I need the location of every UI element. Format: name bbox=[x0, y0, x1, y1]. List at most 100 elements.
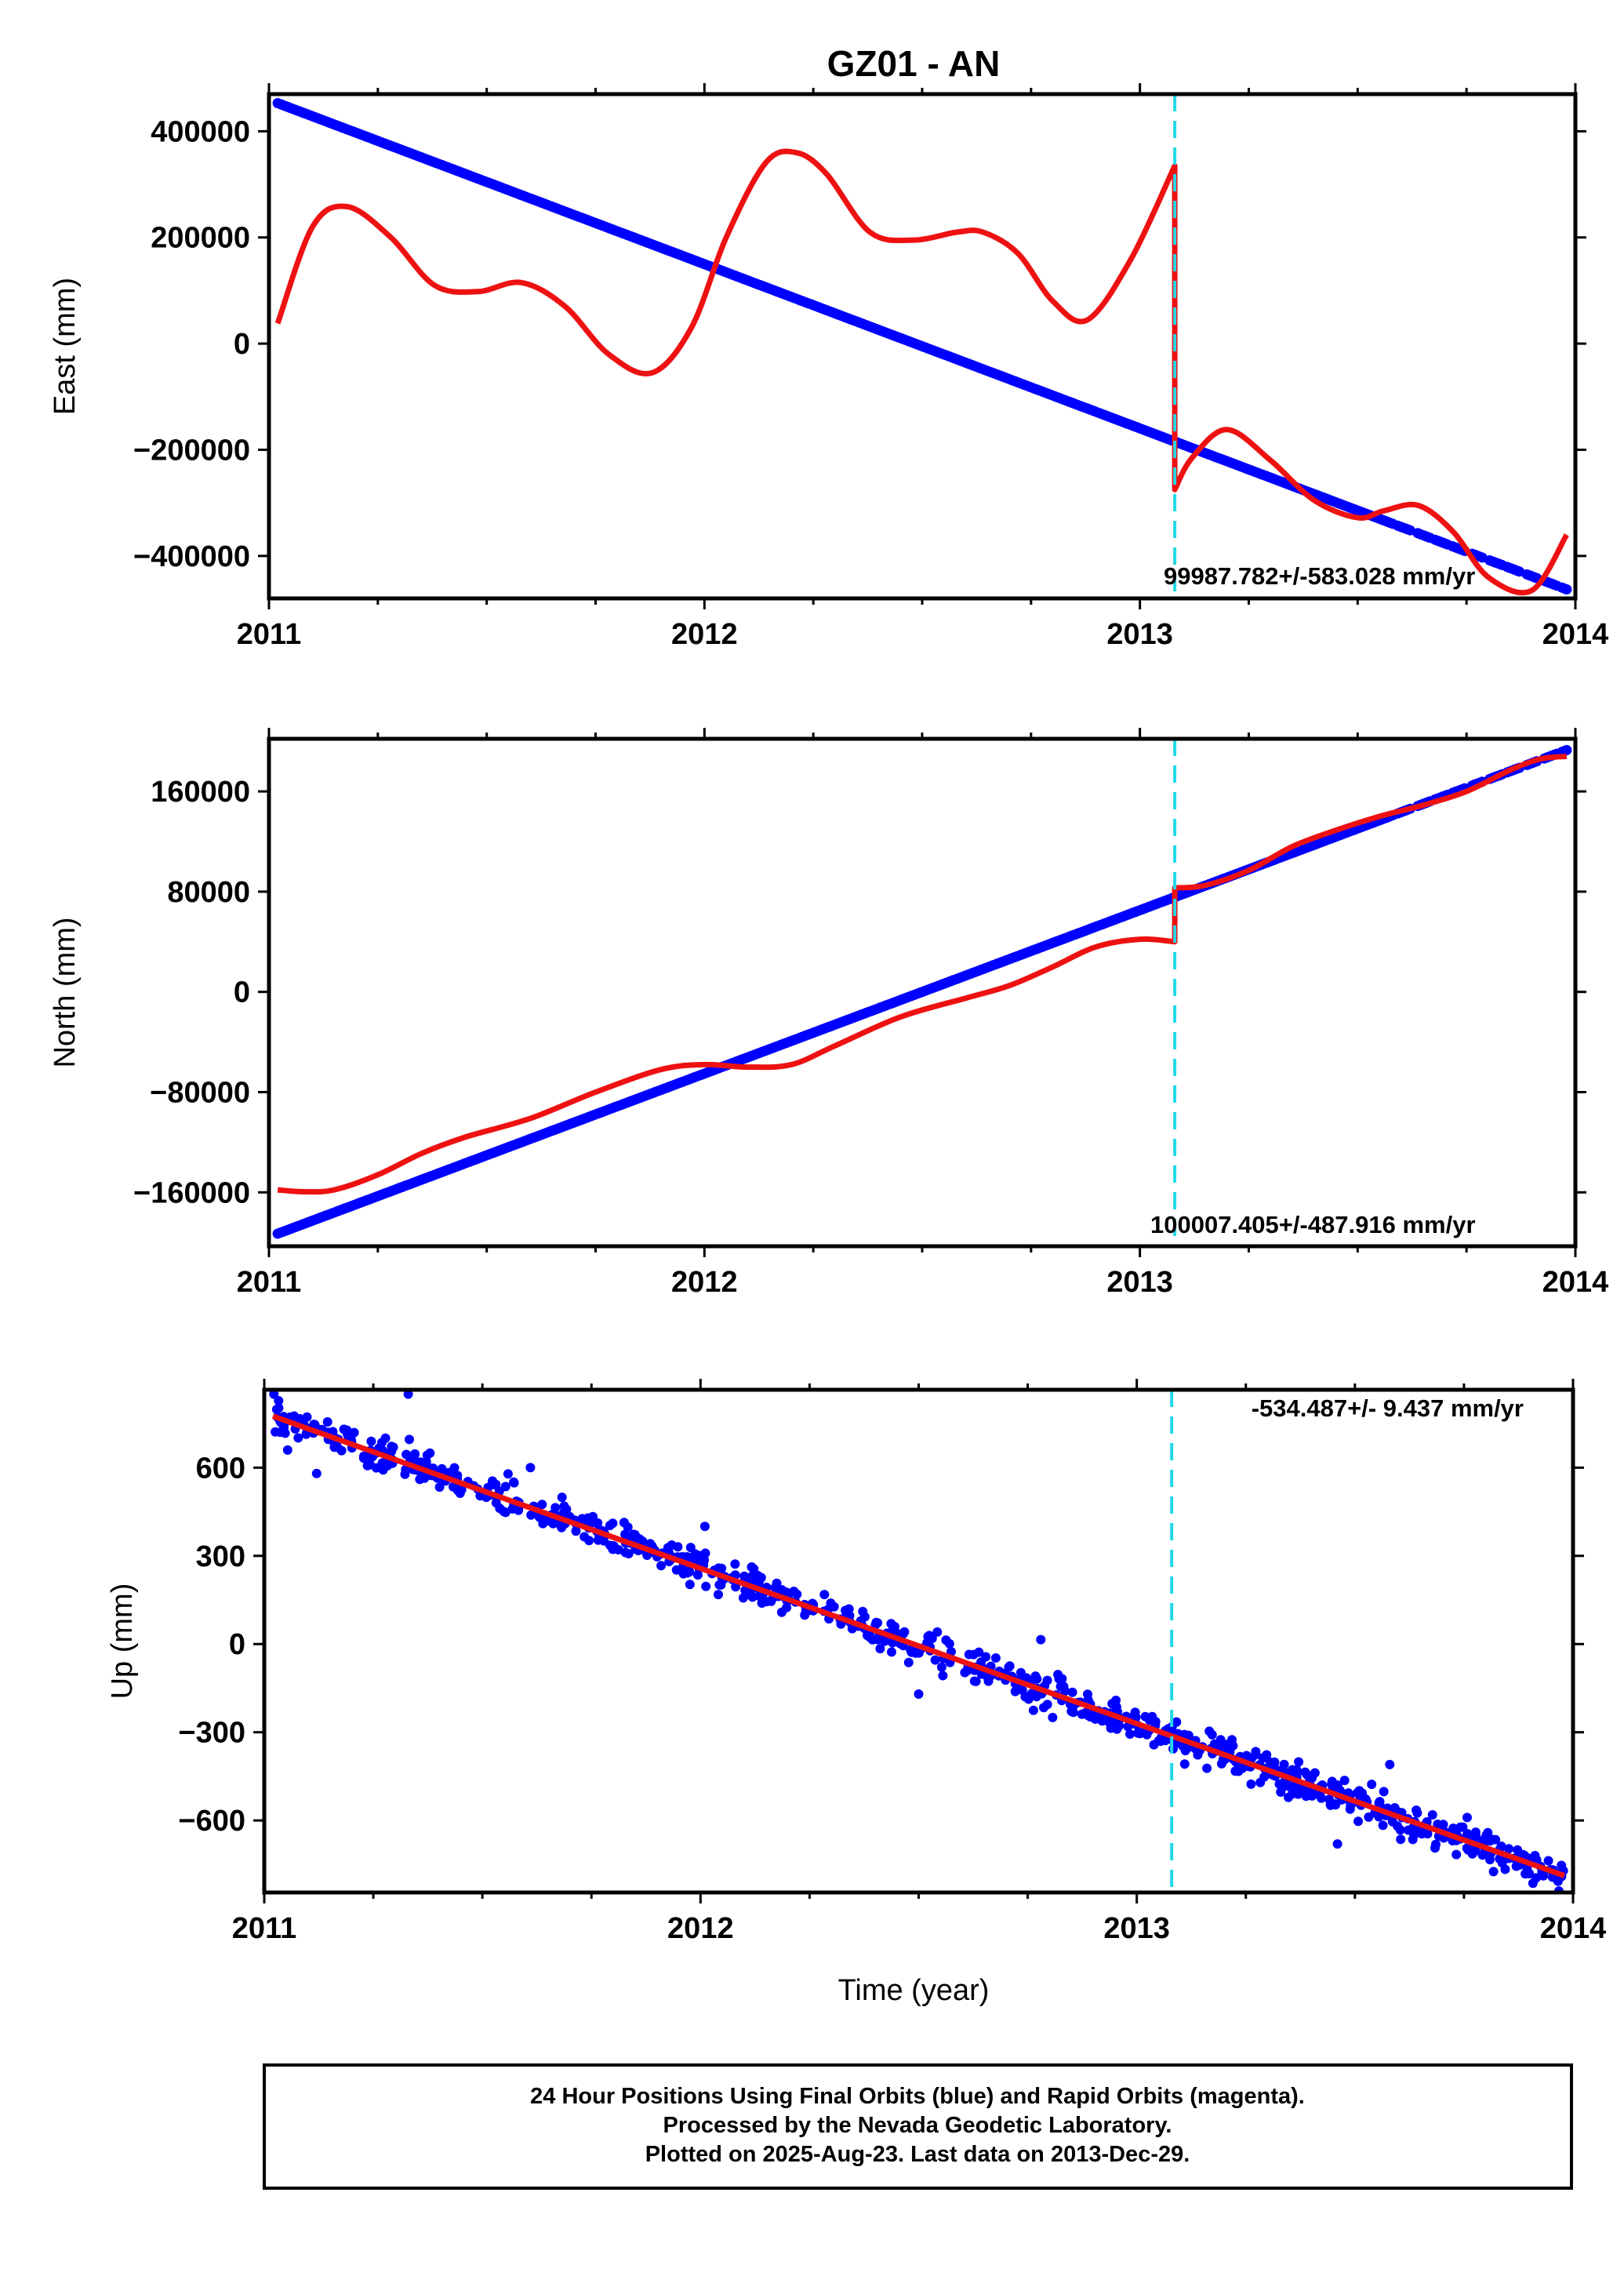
position-point bbox=[730, 1559, 740, 1569]
position-point bbox=[623, 1522, 633, 1532]
position-point bbox=[1390, 1803, 1400, 1812]
outlier-point bbox=[1385, 1759, 1395, 1769]
position-point bbox=[557, 1492, 567, 1503]
position-point bbox=[1561, 584, 1572, 594]
position-point bbox=[1520, 1869, 1531, 1879]
position-point bbox=[1346, 1801, 1356, 1811]
plot-area bbox=[272, 744, 1572, 1239]
y-tick-label: −600 bbox=[178, 1805, 245, 1838]
position-point bbox=[758, 1594, 768, 1603]
y-tick-label: 0 bbox=[234, 328, 250, 361]
position-point bbox=[747, 1592, 758, 1602]
position-point bbox=[339, 1424, 349, 1434]
position-point bbox=[593, 1518, 603, 1528]
position-point bbox=[936, 1662, 946, 1672]
up-panel: 2011 2012 2013 2014 600 300 0 −300 −600 Up (mm) -5… bbox=[106, 1379, 1606, 1945]
position-point bbox=[887, 1647, 896, 1657]
position-point bbox=[452, 1483, 463, 1493]
outlier-point bbox=[699, 1522, 710, 1532]
position-point bbox=[1471, 1832, 1481, 1842]
position-point bbox=[302, 1412, 312, 1422]
y-tick-label: 0 bbox=[229, 1628, 245, 1661]
x-tick-label: 2014 bbox=[1540, 1912, 1607, 1945]
position-point bbox=[425, 1448, 435, 1458]
position-point bbox=[1246, 1779, 1256, 1789]
y-axis-label: North (mm) bbox=[49, 917, 82, 1067]
position-point bbox=[620, 1529, 630, 1540]
position-point bbox=[269, 1390, 279, 1399]
position-point bbox=[792, 1589, 802, 1599]
position-point bbox=[716, 1580, 726, 1590]
position-point bbox=[1048, 1712, 1058, 1722]
position-point bbox=[415, 1474, 425, 1485]
position-point bbox=[1028, 1705, 1038, 1715]
position-point bbox=[1448, 1823, 1459, 1834]
position-point bbox=[1327, 1776, 1337, 1787]
figure-title: GZ01 - AN bbox=[827, 43, 1001, 84]
position-point bbox=[782, 1602, 792, 1612]
outlier-point bbox=[1036, 1634, 1046, 1645]
footer-line-2: Processed by the Nevada Geodetic Laborat… bbox=[663, 2113, 1172, 2138]
y-tick-label: 400000 bbox=[151, 115, 250, 148]
position-point bbox=[1451, 1849, 1462, 1860]
y-tick-label: 80000 bbox=[167, 876, 250, 909]
position-point bbox=[932, 1627, 943, 1637]
position-point bbox=[1026, 1689, 1037, 1700]
position-point bbox=[1108, 1721, 1118, 1730]
y-tick-label: −400000 bbox=[133, 540, 250, 573]
position-point bbox=[701, 1581, 711, 1591]
position-point bbox=[1055, 1682, 1066, 1692]
position-point bbox=[1215, 1735, 1226, 1745]
position-point bbox=[1462, 1829, 1473, 1838]
position-point bbox=[1315, 1791, 1325, 1801]
position-point bbox=[1557, 1860, 1567, 1871]
model-curve bbox=[271, 1413, 1566, 1878]
footer-line-1: 24 Hour Positions Using Final Orbits (bl… bbox=[530, 2084, 1305, 2109]
position-point bbox=[1292, 1768, 1302, 1778]
position-point bbox=[656, 1561, 667, 1571]
position-point bbox=[358, 1453, 369, 1463]
position-point bbox=[990, 1653, 1001, 1663]
velocity-label: -534.487+/- 9.437 mm/yr bbox=[1252, 1394, 1524, 1422]
y-tick-label: −80000 bbox=[150, 1077, 250, 1110]
final-orbit-positions bbox=[269, 1390, 1568, 1892]
y-axis-label: East (mm) bbox=[49, 278, 82, 415]
y-tick-label: −160000 bbox=[133, 1176, 250, 1209]
position-point bbox=[671, 1565, 681, 1575]
position-point bbox=[739, 1571, 750, 1581]
position-point bbox=[1462, 1812, 1472, 1823]
position-point bbox=[1431, 1839, 1441, 1849]
position-point bbox=[1310, 1768, 1320, 1778]
model-curve bbox=[274, 148, 1569, 596]
position-point bbox=[1531, 1873, 1542, 1883]
position-point bbox=[499, 1507, 509, 1517]
position-point bbox=[1216, 1758, 1226, 1769]
outlier-point bbox=[311, 1468, 322, 1478]
position-point bbox=[1255, 1777, 1266, 1787]
footer-frame bbox=[263, 2063, 1573, 2190]
position-point bbox=[944, 1638, 954, 1649]
position-point bbox=[1485, 1855, 1495, 1865]
position-point bbox=[843, 1609, 853, 1620]
position-point bbox=[1053, 1670, 1063, 1680]
position-point bbox=[1513, 1845, 1523, 1855]
position-point bbox=[1277, 1783, 1287, 1793]
position-point bbox=[1491, 1834, 1501, 1845]
position-point bbox=[1284, 1792, 1293, 1802]
outlier-point bbox=[1332, 1839, 1342, 1849]
x-tick-label: 2011 bbox=[237, 1266, 301, 1299]
position-point bbox=[1179, 1759, 1190, 1769]
x-tick-label: 2012 bbox=[667, 1912, 734, 1945]
position-point bbox=[488, 1476, 497, 1486]
position-point bbox=[608, 1518, 618, 1529]
position-point bbox=[865, 1631, 875, 1641]
position-point bbox=[1223, 1740, 1232, 1750]
position-point bbox=[449, 1463, 460, 1473]
x-tick-label: 2014 bbox=[1542, 1266, 1609, 1299]
position-point bbox=[1193, 1750, 1203, 1760]
position-point bbox=[380, 1460, 390, 1470]
x-tick-label: 2011 bbox=[232, 1912, 296, 1945]
position-point bbox=[749, 1564, 759, 1574]
position-point bbox=[1339, 1776, 1350, 1786]
position-point bbox=[1433, 1820, 1443, 1829]
